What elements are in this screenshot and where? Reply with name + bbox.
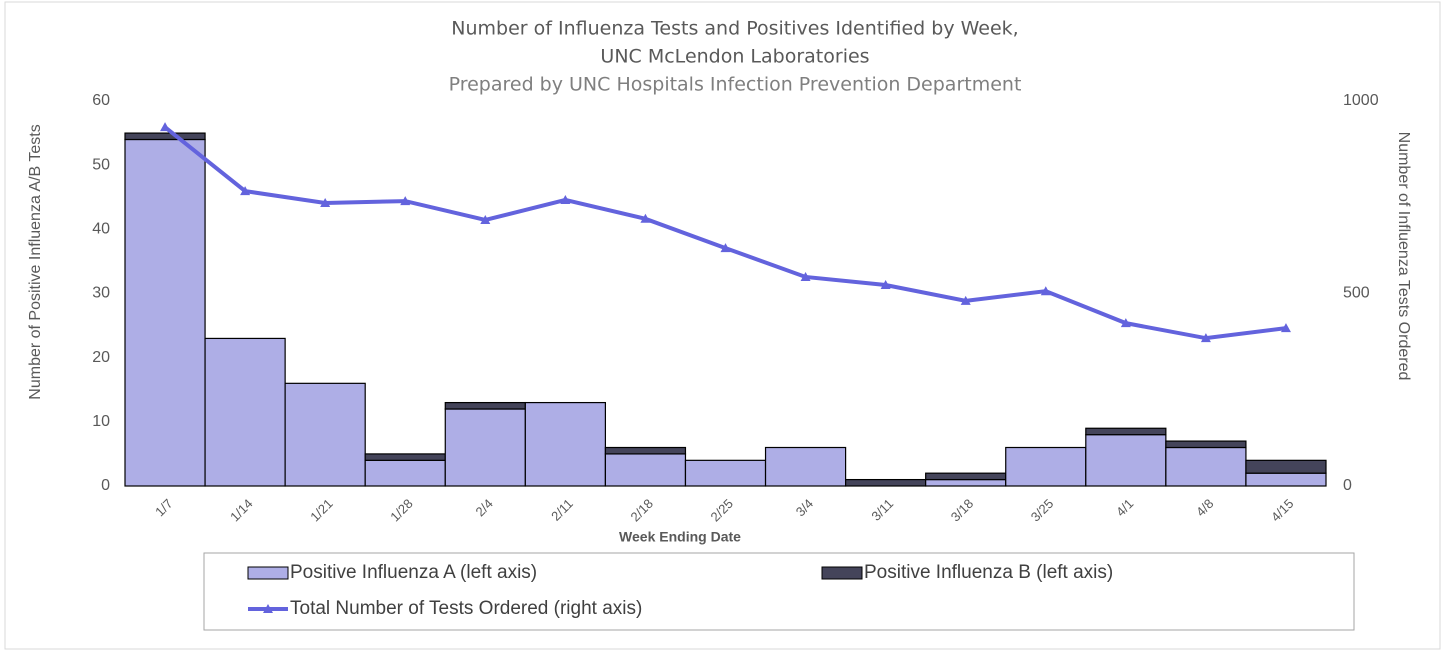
x-tick-label: 4/8 [1193, 496, 1216, 519]
x-tick-label: 3/25 [1028, 496, 1057, 525]
y2-tick-label: 1000 [1343, 92, 1379, 109]
bar [1245, 472, 1327, 487]
chart-subtitle: Prepared by UNC Hospitals Infection Prev… [449, 74, 1022, 96]
bar [124, 132, 206, 141]
line-marker [720, 243, 731, 253]
x-tick-label: 3/4 [793, 496, 816, 519]
line-marker [1040, 286, 1051, 296]
x-tick-label: 1/28 [387, 496, 416, 525]
bar [444, 408, 526, 487]
line-marker [880, 280, 891, 290]
x-tick-label: 4/15 [1268, 496, 1297, 525]
y2-axis-title: Number of Influenza Tests Ordered [1395, 132, 1412, 381]
bar [124, 138, 206, 487]
y-tick-label: 20 [92, 349, 110, 366]
x-tick-label: 3/18 [948, 496, 977, 525]
x-tick-label: 3/11 [868, 496, 896, 524]
bar [1085, 427, 1167, 436]
bar [1165, 446, 1247, 487]
y-tick-label: 0 [101, 477, 110, 494]
bar [1005, 446, 1087, 487]
y2-tick-label: 0 [1343, 477, 1352, 494]
bar [925, 478, 1007, 487]
line-marker [400, 196, 411, 206]
x-tick-label: 2/4 [472, 496, 495, 519]
legend-swatch [247, 566, 289, 580]
line-marker [240, 186, 251, 196]
x-tick-label: 2/11 [548, 496, 576, 524]
y-tick-label: 60 [92, 92, 110, 109]
chart-title: UNC McLendon Laboratories [600, 46, 869, 68]
bar [604, 453, 687, 487]
bar [1085, 434, 1167, 487]
y-tick-label: 40 [92, 221, 110, 238]
x-tick-label: 1/7 [152, 496, 175, 519]
bar [925, 472, 1007, 481]
bar [364, 459, 446, 487]
x-tick-label: 2/25 [708, 496, 737, 525]
x-tick-label: 4/1 [1113, 496, 1136, 519]
bar [364, 453, 446, 461]
line-marker [1280, 323, 1291, 333]
legend-label: Total Number of Tests Ordered (right axi… [290, 598, 642, 619]
legend-swatch [821, 566, 863, 580]
y-tick-label: 50 [92, 156, 110, 173]
line-marker [640, 213, 651, 223]
y-tick-label: 30 [92, 285, 110, 302]
legend [203, 552, 1355, 631]
bar [444, 401, 526, 410]
x-tick-label: 1/14 [227, 496, 256, 525]
y2-tick-label: 500 [1343, 285, 1370, 302]
x-tick-label: 2/18 [627, 496, 656, 525]
legend-marker [263, 604, 273, 613]
bar [204, 337, 286, 487]
bar [1245, 459, 1327, 474]
bar [524, 401, 606, 487]
x-tick-label: 1/21 [307, 496, 336, 525]
bar [284, 382, 366, 487]
line-marker [1200, 333, 1211, 343]
y-axis-title: Number of Positive Influenza A/B Tests [27, 124, 44, 399]
y-tick-label: 10 [92, 413, 110, 430]
bar [684, 459, 767, 487]
chart-frame [4, 1, 1441, 650]
line-marker [160, 122, 171, 132]
line-marker [960, 295, 971, 305]
line-marker [560, 194, 571, 204]
bar [844, 478, 927, 487]
bar [764, 446, 847, 487]
line-marker [320, 198, 331, 208]
line-marker [480, 214, 491, 224]
bar [1165, 440, 1247, 449]
line-marker [1120, 318, 1131, 328]
bar [604, 446, 687, 455]
line-marker [800, 271, 811, 281]
legend-items: Positive Influenza A (left axis) Positive… [247, 562, 1113, 619]
legend-label: Positive Influenza B (left axis) [864, 562, 1113, 583]
x-axis-title: Week Ending Date [619, 529, 741, 545]
legend-label: Positive Influenza A (left axis) [290, 562, 537, 583]
chart-title: Number of Influenza Tests and Positives … [451, 18, 1018, 40]
line [163, 125, 1287, 341]
